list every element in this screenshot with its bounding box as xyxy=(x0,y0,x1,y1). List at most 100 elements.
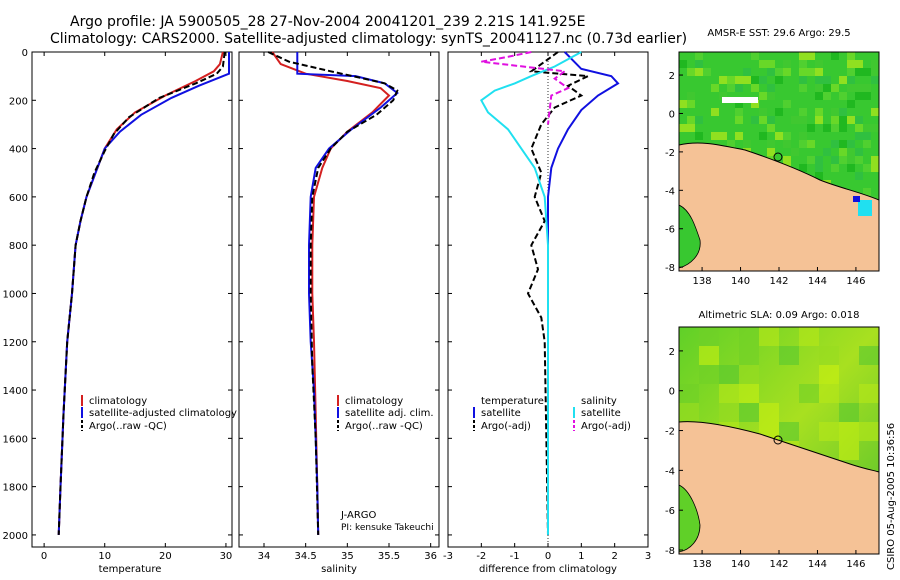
pi-label: PI: kensuke Takeuchi xyxy=(341,523,434,533)
x-tick-label: -1 xyxy=(510,551,520,562)
sst-cell xyxy=(847,164,855,172)
sla-cell xyxy=(779,346,799,365)
map-y-tick-label: -8 xyxy=(665,263,675,274)
sst-cell xyxy=(855,68,863,76)
sst-cell xyxy=(815,76,823,84)
sst-cell xyxy=(847,100,855,108)
sst-map-ticks: 138 140 142 144 146 2 0 -2 -4 -6 -8 xyxy=(665,71,865,287)
y-tick-label: 1600 xyxy=(3,434,28,445)
sst-map-field xyxy=(679,52,879,271)
legend-label-sal-satellite: satellite xyxy=(581,408,621,419)
sst-cell xyxy=(775,132,783,140)
sst-cell xyxy=(695,68,703,76)
sst-cell xyxy=(823,148,831,156)
sla-map-panel: Altimetric SLA: 0.09 Argo: 0.018 138 140 1… xyxy=(665,310,880,570)
sla-cell xyxy=(699,365,719,384)
sla-cell xyxy=(799,384,819,403)
map-y-tick-label: 2 xyxy=(669,71,675,82)
legend-label-climatology: climatology xyxy=(345,396,403,407)
sst-cell xyxy=(719,132,727,140)
sst-cell xyxy=(823,92,831,100)
sla-cell xyxy=(719,403,739,422)
sst-cell xyxy=(799,52,807,60)
sla-cell xyxy=(739,403,759,422)
sst-cell xyxy=(799,76,807,84)
sst-cell xyxy=(799,108,807,116)
sst-cell xyxy=(783,156,791,164)
sst-cell xyxy=(767,60,775,68)
sst-cell xyxy=(863,188,871,196)
sla-cell xyxy=(799,327,819,346)
sst-cell xyxy=(679,60,687,68)
sst-map-title: AMSR-E SST: 29.6 Argo: 29.5 xyxy=(707,28,850,39)
figure-title-line2: Climatology: CARS2000. Satellite-adjuste… xyxy=(50,31,687,47)
difference-axis-label: difference from climatology xyxy=(479,564,617,575)
sst-cell xyxy=(839,156,847,164)
legend-heading-salinity: salinity xyxy=(581,396,617,407)
sst-cell xyxy=(871,124,879,132)
sst-cell xyxy=(679,100,687,108)
legend-label-satellite-adj: satellite adj. clim. xyxy=(345,408,434,419)
salinity-panel: 34 34.5 35 35.5 36 salinity climatology sate… xyxy=(238,51,440,575)
map-y-tick-label: -6 xyxy=(665,225,675,236)
x-tick-label: -2 xyxy=(476,551,486,562)
sst-cell xyxy=(855,84,863,92)
difference-axis-ticks: -3 -2 -1 0 1 2 3 xyxy=(443,51,651,562)
sst-cell xyxy=(743,140,751,148)
series-line-temperature-argo-adj- xyxy=(526,51,592,535)
sst-cell xyxy=(823,124,831,132)
sst-cell xyxy=(847,76,855,84)
sst-cell xyxy=(855,132,863,140)
sst-cell xyxy=(679,124,687,132)
sla-cell xyxy=(859,346,879,365)
sla-cell xyxy=(839,441,859,460)
sst-cell xyxy=(775,108,783,116)
temperature-panel: 0 10 20 30 0 200 400 600 800 1000 1200 1400 1600 1800… xyxy=(3,48,237,575)
sst-cell xyxy=(855,92,863,100)
sst-cell xyxy=(871,68,879,76)
sst-cell xyxy=(711,84,719,92)
sst-cell xyxy=(735,116,743,124)
salinity-legend: climatology satellite adj. clim. Argo(..… xyxy=(337,395,434,432)
argo-location-marker xyxy=(773,435,783,445)
sst-cell xyxy=(687,124,695,132)
sst-cell xyxy=(695,116,703,124)
legend-label-satellite-adjusted: satellite-adjusted climatology xyxy=(89,408,237,419)
sla-cell xyxy=(819,365,839,384)
sla-cell xyxy=(839,403,859,422)
x-tick-label: 30 xyxy=(220,551,233,562)
sst-cell xyxy=(855,60,863,68)
sst-cell xyxy=(767,84,775,92)
sst-cell xyxy=(847,52,855,60)
map-y-tick-label: -2 xyxy=(665,148,675,159)
map-y-tick-label: 0 xyxy=(669,109,675,120)
sst-cell xyxy=(767,68,775,76)
sst-cell xyxy=(783,140,791,148)
x-tick-label: 34 xyxy=(258,551,271,562)
x-tick-label: 35.5 xyxy=(378,551,400,562)
sst-cell xyxy=(871,156,879,164)
sla-map-title: Altimetric SLA: 0.09 Argo: 0.018 xyxy=(699,310,860,321)
x-tick-label: 3 xyxy=(645,551,651,562)
sst-cell xyxy=(767,116,775,124)
legend-label-argo: Argo(..raw -QC) xyxy=(89,421,167,432)
cool-patch xyxy=(858,200,872,216)
sla-map-ticks: 138 140 142 144 146 2 0 -2 -4 -6 -8 xyxy=(665,347,865,570)
sst-cell xyxy=(871,76,879,84)
temperature-axis-label: temperature xyxy=(99,564,162,575)
sla-cell xyxy=(739,365,759,384)
sst-cell xyxy=(847,84,855,92)
difference-legend: temperature satellite Argo(-adj) salinit… xyxy=(473,396,631,432)
sst-cell xyxy=(807,156,815,164)
sla-cell xyxy=(859,384,879,403)
sla-cell xyxy=(719,384,739,403)
difference-series xyxy=(479,51,620,535)
sst-cell xyxy=(815,68,823,76)
sst-cell xyxy=(863,140,871,148)
map-x-tick-label: 146 xyxy=(846,559,865,570)
x-tick-label: 0 xyxy=(545,551,551,562)
x-tick-label: 1 xyxy=(578,551,584,562)
legend-label-climatology: climatology xyxy=(89,396,147,407)
sst-cell xyxy=(831,52,839,60)
sst-cell xyxy=(847,156,855,164)
